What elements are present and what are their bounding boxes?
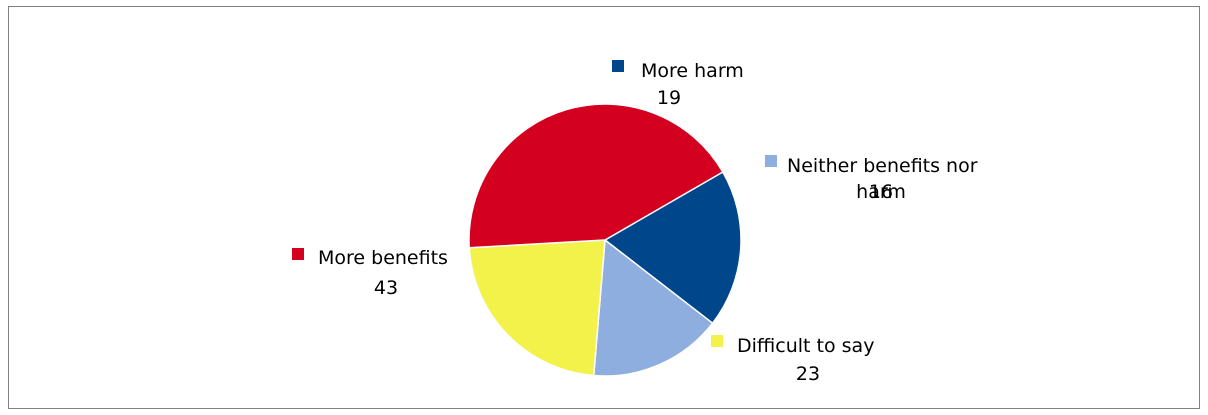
slice-label-difficult-to-say: Difficult to say <box>737 335 874 357</box>
pie-slice-more-harm <box>603 170 742 325</box>
slice-label-more-harm: More harm <box>641 60 744 82</box>
slice-value-more-benefits: 43 <box>374 277 398 299</box>
slice-label-neither-benefits-nor-harm-line-1: Neither benefits nor <box>787 155 978 177</box>
slice-label-more-benefits: More benefits <box>318 247 448 269</box>
pie-slices <box>468 103 742 377</box>
slice-value-more-harm: 19 <box>657 87 681 109</box>
pie-slice-neither-benefits-nor-harm <box>592 238 714 377</box>
legend-swatch-difficult-to-say <box>711 335 723 347</box>
legend-swatch-more-harm <box>612 60 624 72</box>
slice-value-difficult-to-say: 23 <box>796 363 820 385</box>
pie-slice-more-benefits <box>468 103 724 249</box>
slice-label-neither-benefits-nor-harm-line-2: harm <box>856 181 906 203</box>
slice-value-neither-benefits-nor-harm: 16 <box>869 181 893 203</box>
legend-swatch-more-benefits <box>292 248 304 260</box>
legend-swatch-neither-benefits-nor-harm <box>765 155 777 167</box>
pie-slice-difficult-to-say <box>468 239 606 377</box>
